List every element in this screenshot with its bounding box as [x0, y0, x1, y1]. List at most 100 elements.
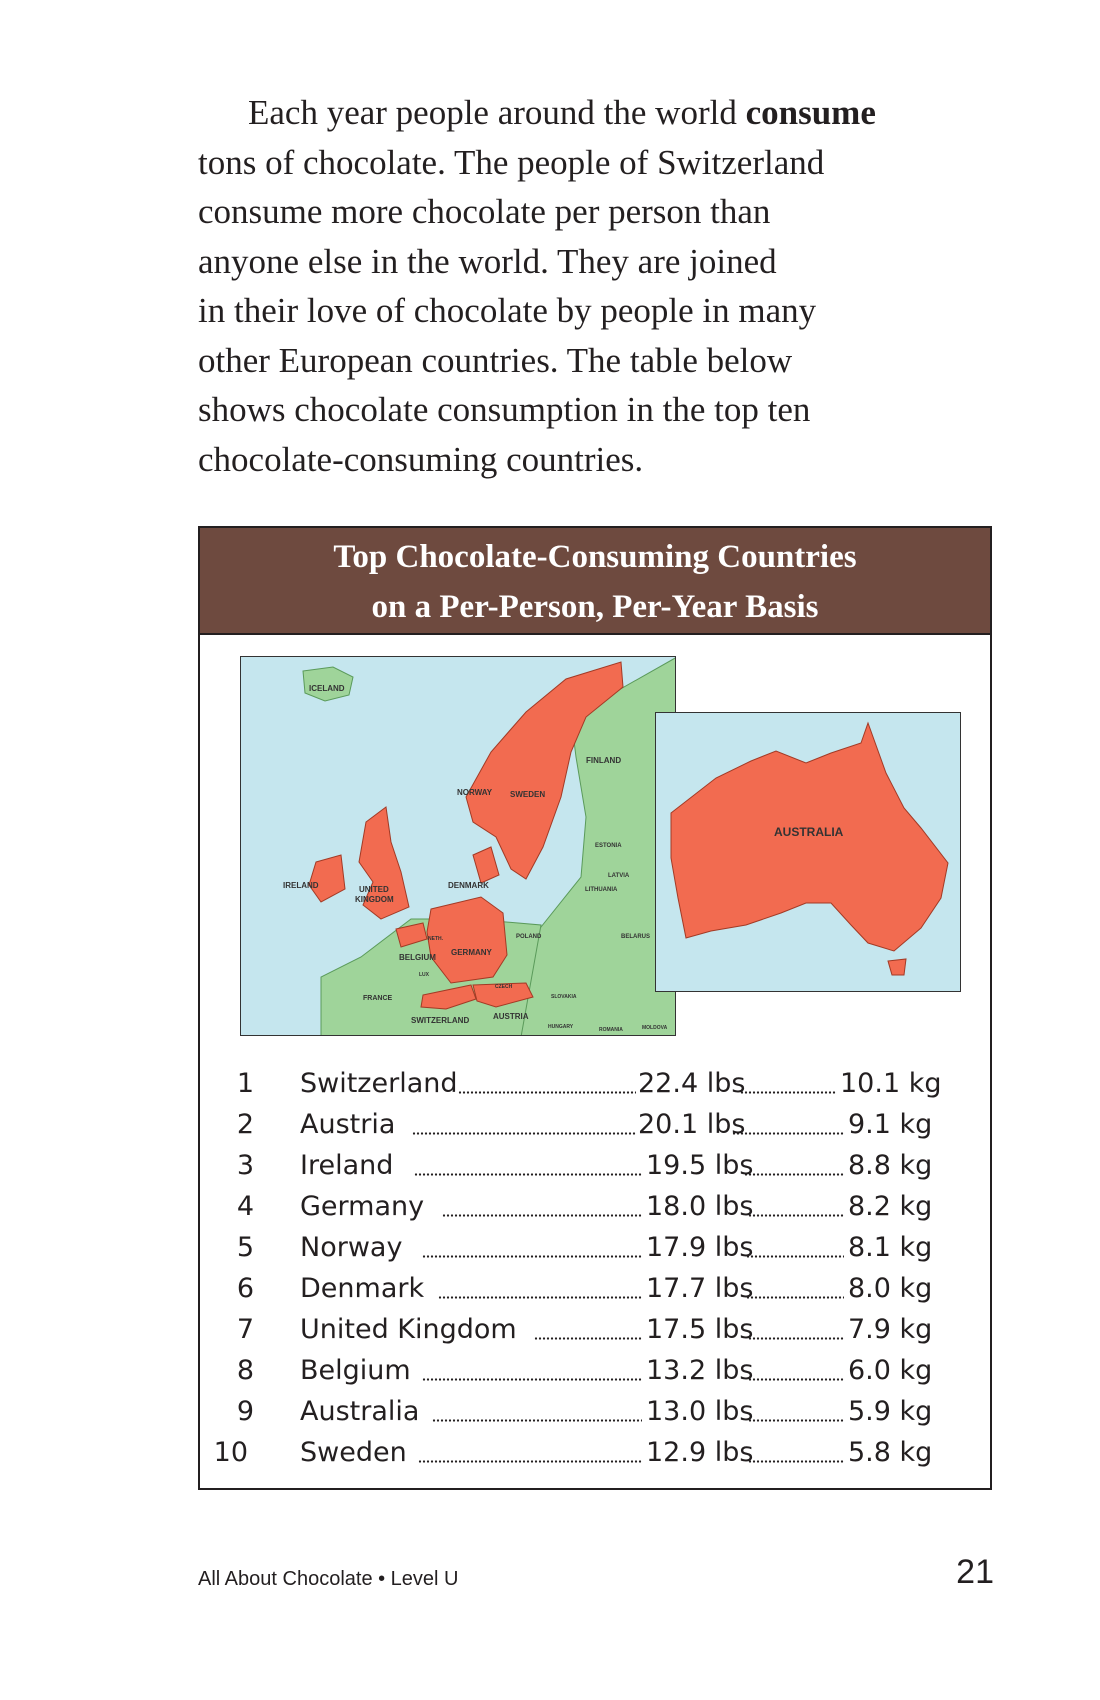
- body-paragraph: Each year people around the world consum…: [198, 88, 998, 484]
- map-label-luxembourg: LUX: [419, 972, 429, 978]
- table-row: 3 Ireland 19.5 lbs 8.8 kg: [200, 1145, 990, 1186]
- map-label-germany: GERMANY: [451, 948, 492, 957]
- map-label-france: FRANCE: [363, 995, 393, 1002]
- country: Germany: [300, 1191, 425, 1222]
- kilograms-value: 10.1 kg: [840, 1068, 942, 1099]
- paragraph-line: anyone else in the world. They are joine…: [198, 241, 777, 281]
- map-label-norway: NORWAY: [457, 788, 493, 797]
- paragraph-line: consume more chocolate per person than: [198, 192, 771, 231]
- europe-map-graphic: [241, 657, 675, 1035]
- rank: 10: [213, 1437, 248, 1468]
- table-row: 1 Switzerland 22.4 lbs 10.1 kg: [200, 1063, 990, 1104]
- table-row: 5 Norway 17.9 lbs 8.1 kg: [200, 1227, 990, 1268]
- kilograms-value: 8.2 kg: [848, 1191, 933, 1222]
- country: United Kingdom: [300, 1314, 517, 1345]
- map-label-switzerland: SWITZERLAND: [411, 1016, 470, 1025]
- kilograms-value: 8.8 kg: [848, 1150, 933, 1181]
- pounds-value: 20.1 lbs: [638, 1109, 746, 1140]
- country: Belgium: [300, 1355, 411, 1386]
- map-label-iceland: ICELAND: [309, 684, 345, 693]
- paragraph-line: in their love of chocolate by people in …: [198, 291, 817, 330]
- rank: 8: [236, 1355, 254, 1386]
- map-label-finland: FINLAND: [586, 756, 622, 765]
- map-label-slovakia: SLOVAKIA: [551, 994, 577, 1000]
- kilograms-value: 5.8 kg: [848, 1437, 933, 1468]
- table-row: 8 Belgium 13.2 lbs 6.0 kg: [200, 1350, 990, 1391]
- map-label-belgium: BELGIUM: [399, 953, 436, 962]
- paragraph-line: shows chocolate consumption in the top t…: [198, 390, 811, 429]
- chocolate-consumption-box: Top Chocolate-Consuming Countries on a P…: [198, 526, 992, 1490]
- pounds-value: 17.9 lbs: [646, 1232, 754, 1263]
- pounds-value: 19.5 lbs: [646, 1150, 754, 1181]
- map-label-denmark: DENMARK: [448, 881, 489, 890]
- kilograms-value: 7.9 kg: [848, 1314, 933, 1345]
- rank: 1: [236, 1068, 254, 1099]
- dot-leader: [534, 1337, 642, 1340]
- dot-leader: [438, 1296, 642, 1299]
- kilograms-value: 8.0 kg: [848, 1273, 933, 1304]
- country: Norway: [300, 1232, 403, 1263]
- country: Austria: [300, 1109, 396, 1140]
- dot-leader: [412, 1132, 636, 1135]
- map-label-latvia: LATVIA: [608, 873, 630, 879]
- paragraph-line: chocolate-consuming countries.: [198, 439, 644, 479]
- box-title-line: on a Per-Person, Per-Year Basis: [371, 589, 819, 625]
- country: Australia: [300, 1396, 420, 1427]
- rank: 2: [236, 1109, 254, 1140]
- paragraph-line: tons of chocolate. The people of Switzer…: [198, 142, 825, 182]
- table-row: 6 Denmark 17.7 lbs 8.0 kg: [200, 1268, 990, 1309]
- map-label-poland: POLAND: [516, 934, 542, 940]
- pounds-value: 12.9 lbs: [646, 1437, 754, 1468]
- map-label-hungary: HUNGARY: [548, 1024, 574, 1030]
- dot-leader: [422, 1378, 642, 1381]
- kilograms-value: 8.1 kg: [848, 1232, 933, 1263]
- kilograms-value: 9.1 kg: [848, 1109, 933, 1140]
- country: Ireland: [300, 1150, 394, 1181]
- dot-leader: [748, 1419, 844, 1422]
- map-label-netherlands: NETH.: [428, 936, 443, 942]
- page-number: 21: [956, 1553, 994, 1591]
- dot-leader: [458, 1091, 636, 1094]
- box-title-line: Top Chocolate-Consuming Countries: [333, 539, 857, 575]
- pounds-value: 17.7 lbs: [646, 1273, 754, 1304]
- dot-leader: [418, 1460, 642, 1463]
- rank: 5: [236, 1232, 254, 1263]
- dot-leader: [746, 1255, 844, 1258]
- box-title: Top Chocolate-Consuming Countries on a P…: [200, 528, 990, 635]
- table-row: 4 Germany 18.0 lbs 8.2 kg: [200, 1186, 990, 1227]
- rank: 9: [236, 1396, 254, 1427]
- rank: 6: [236, 1273, 254, 1304]
- dot-leader: [732, 1132, 844, 1135]
- pounds-value: 17.5 lbs: [646, 1314, 754, 1345]
- kilograms-value: 5.9 kg: [848, 1396, 933, 1427]
- australia-map-graphic: [656, 713, 960, 991]
- dot-leader: [414, 1173, 642, 1176]
- pounds-value: 22.4 lbs: [638, 1068, 746, 1099]
- paragraph-line: Each year people around the world consum…: [198, 88, 998, 138]
- map-label-ireland: IRELAND: [283, 881, 319, 890]
- paragraph-line: other European countries. The table belo…: [198, 340, 793, 380]
- vocabulary-word: consume: [745, 93, 876, 132]
- map-label-moldova: MOLDOVA: [642, 1025, 668, 1031]
- dot-leader: [748, 1214, 844, 1217]
- rank: 7: [236, 1314, 254, 1345]
- rank: 4: [236, 1191, 254, 1222]
- country: Sweden: [300, 1437, 407, 1468]
- kilograms-value: 6.0 kg: [848, 1355, 933, 1386]
- country: Denmark: [300, 1273, 425, 1304]
- book-title-footer: All About Chocolate • Level U: [198, 1568, 459, 1590]
- dot-leader: [744, 1173, 844, 1176]
- dot-leader: [746, 1296, 844, 1299]
- table-row: 2 Austria 20.1 lbs 9.1 kg: [200, 1104, 990, 1145]
- table-row: 7 United Kingdom 17.5 lbs 7.9 kg: [200, 1309, 990, 1350]
- map-label-estonia: ESTONIA: [595, 843, 622, 849]
- dot-leader: [442, 1214, 642, 1217]
- pounds-value: 13.0 lbs: [646, 1396, 754, 1427]
- pounds-value: 13.2 lbs: [646, 1355, 754, 1386]
- map-label-sweden: SWEDEN: [510, 790, 546, 799]
- table-row: 9 Australia 13.0 lbs 5.9 kg: [200, 1391, 990, 1432]
- table-row: 10 Sweden 12.9 lbs 5.8 kg: [200, 1432, 990, 1473]
- map-label-united-kingdom: UNITED: [359, 885, 389, 894]
- map-label-romania: ROMANIA: [599, 1027, 623, 1033]
- dot-leader: [422, 1255, 642, 1258]
